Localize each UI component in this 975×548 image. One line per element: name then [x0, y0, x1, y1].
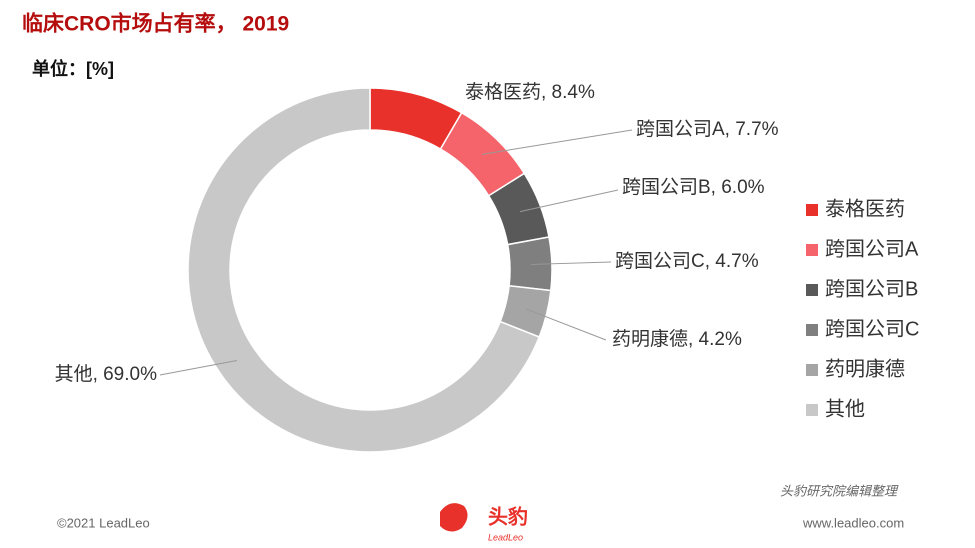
legend-label: 跨国公司A	[825, 237, 919, 260]
legend-swatch	[806, 324, 818, 336]
data-label: 其他, 69.0%	[55, 363, 158, 385]
legend-swatch	[806, 404, 818, 416]
legend-swatch	[806, 204, 818, 216]
legend-swatch	[806, 244, 818, 256]
donut-slice	[187, 87, 541, 453]
unit-label: 单位：[%]	[32, 58, 114, 79]
leader-line	[519, 189, 619, 213]
leader-line	[526, 308, 607, 341]
leader-line	[530, 261, 612, 265]
logo: 头豹 LeadLeo	[440, 503, 528, 542]
data-label: 跨国公司A, 7.7%	[636, 118, 779, 140]
data-label: 跨国公司B, 6.0%	[622, 176, 765, 198]
data-label: 跨国公司C, 4.7%	[615, 250, 759, 272]
chart-title: 临床CRO市场占有率， 2019	[22, 12, 289, 36]
legend-label: 跨国公司B	[825, 277, 918, 300]
leader-line	[481, 129, 633, 155]
data-label: 药明康德, 4.2%	[612, 328, 742, 350]
legend-label: 其他	[825, 397, 865, 420]
leader-line	[159, 360, 237, 376]
source-note: 头豹研究院编辑整理	[780, 483, 899, 498]
copyright: ©2021 LeadLeo	[57, 515, 150, 530]
legend-swatch	[806, 284, 818, 296]
legend-label: 跨国公司C	[825, 317, 919, 340]
logo-icon	[440, 503, 468, 532]
legend-label: 药明康德	[825, 357, 905, 380]
legend-swatch	[806, 364, 818, 376]
logo-text: 头豹	[488, 504, 528, 528]
website: www.leadleo.com	[802, 515, 904, 530]
data-label: 泰格医药, 8.4%	[465, 81, 595, 103]
logo-sub: LeadLeo	[488, 532, 523, 542]
legend-label: 泰格医药	[825, 197, 905, 220]
